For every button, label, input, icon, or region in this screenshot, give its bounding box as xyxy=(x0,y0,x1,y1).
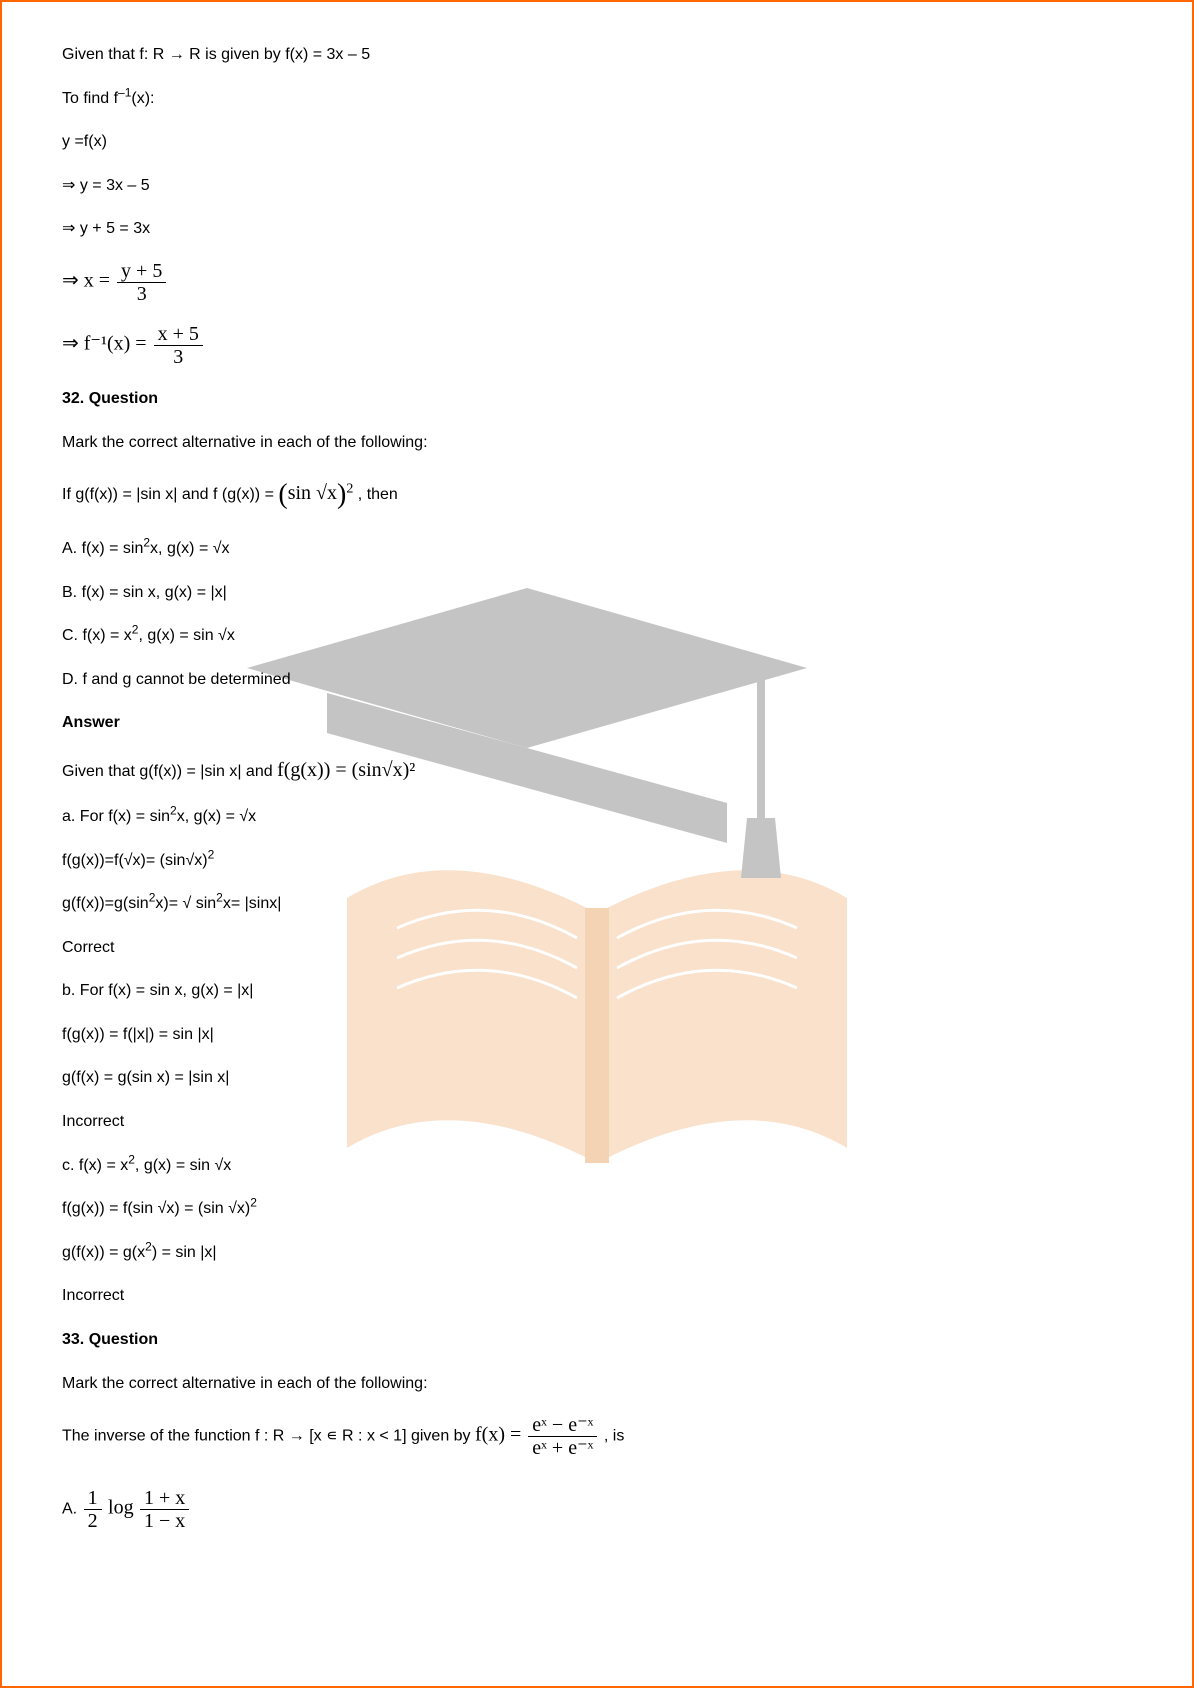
answer-line: g(f(x) = g(sin x) = |sin x| xyxy=(62,1065,1132,1091)
question-heading: 33. Question xyxy=(62,1327,1132,1353)
answer-line: c. f(x) = x2, g(x) = sin √x xyxy=(62,1153,1132,1179)
answer-line: b. For f(x) = sin x, g(x) = |x| xyxy=(62,978,1132,1004)
answer-line: g(f(x)) = g(x2) = sin |x| xyxy=(62,1240,1132,1266)
answer-line: Incorrect xyxy=(62,1109,1132,1135)
text-line: ⇒ y + 5 = 3x xyxy=(62,216,1132,242)
answer-line: a. For f(x) = sin2x, g(x) = √x xyxy=(62,804,1132,830)
document-content: Given that f: R → R is given by f(x) = 3… xyxy=(62,42,1132,1532)
document-page: Given that f: R → R is given by f(x) = 3… xyxy=(0,0,1194,1688)
text-line: y =f(x) xyxy=(62,129,1132,155)
open-paren: ( xyxy=(278,479,287,510)
eq-prefix: ⇒ f⁻¹(x) = xyxy=(62,333,152,355)
fraction: 1 2 xyxy=(84,1487,102,1532)
answer-line: Correct xyxy=(62,935,1132,961)
option-b: B. f(x) = sin x, g(x) = |x| xyxy=(62,580,1132,606)
answer-line: g(f(x))=g(sin2x)= √ sin2x= |sinx| xyxy=(62,891,1132,917)
answer-line: Incorrect xyxy=(62,1283,1132,1309)
equation-line: ⇒ f⁻¹(x) = x + 5 3 xyxy=(62,323,1132,368)
question-prompt: Mark the correct alternative in each of … xyxy=(62,430,1132,456)
answer-line: Given that g(f(x)) = |sin x| and f(g(x))… xyxy=(62,754,1132,786)
question-text: If g(f(x)) = |sin x| and f (g(x)) = (sin… xyxy=(62,473,1132,518)
answer-heading: Answer xyxy=(62,710,1132,736)
fraction: 1 + x 1 − x xyxy=(140,1487,189,1532)
question-heading: 32. Question xyxy=(62,386,1132,412)
fraction: eˣ − e⁻ˣ eˣ + e⁻ˣ xyxy=(528,1414,597,1459)
question-prompt: Mark the correct alternative in each of … xyxy=(62,1371,1132,1397)
text-line: ⇒ y = 3x – 5 xyxy=(62,173,1132,199)
answer-line: f(g(x))=f(√x)= (sin√x)2 xyxy=(62,848,1132,874)
equation-line: ⇒ x = y + 5 3 xyxy=(62,260,1132,305)
close-paren: ) xyxy=(337,479,346,510)
answer-line: f(g(x)) = f(sin √x) = (sin √x)2 xyxy=(62,1196,1132,1222)
option-c: C. f(x) = x2, g(x) = sin √x xyxy=(62,623,1132,649)
option-d: D. f and g cannot be determined xyxy=(62,667,1132,693)
option-a: A. 1 2 log 1 + x 1 − x xyxy=(62,1487,1132,1532)
text-line: To find f–1(x): xyxy=(62,86,1132,112)
text-line: Given that f: R → R is given by f(x) = 3… xyxy=(62,42,1132,68)
option-a: A. f(x) = sin2x, g(x) = √x xyxy=(62,536,1132,562)
question-text: The inverse of the function f : R → [x ∊… xyxy=(62,1414,1132,1459)
fraction: y + 5 3 xyxy=(117,260,166,305)
answer-line: f(g(x)) = f(|x|) = sin |x| xyxy=(62,1022,1132,1048)
eq-prefix: ⇒ x = xyxy=(62,270,115,292)
fraction: x + 5 3 xyxy=(154,323,203,368)
